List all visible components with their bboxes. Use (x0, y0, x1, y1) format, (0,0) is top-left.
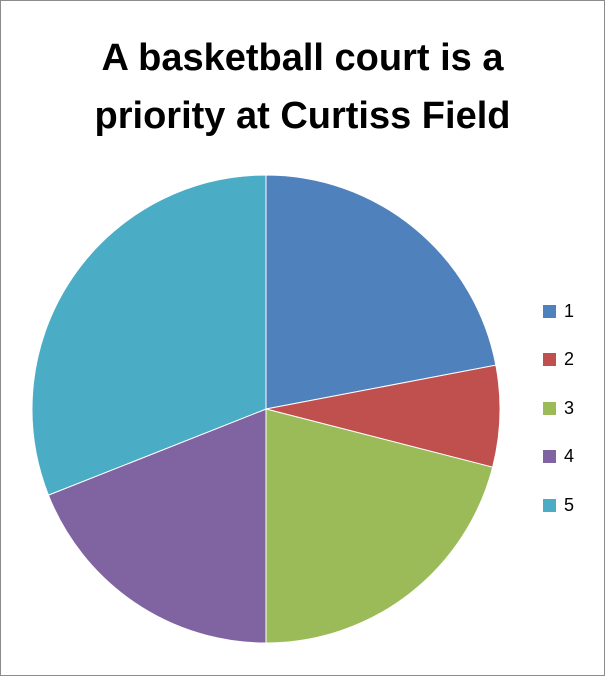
pie-slice-5 (31, 174, 267, 496)
legend-item-5: 5 (543, 493, 574, 517)
legend-swatch-5 (543, 498, 556, 512)
chart-legend: 1 2 3 4 5 (543, 299, 574, 542)
legend-label-3: 3 (564, 397, 575, 418)
pie-slice-2 (265, 364, 501, 468)
legend-label-5: 5 (564, 494, 575, 515)
pie-slice-3 (265, 408, 494, 644)
legend-item-2: 2 (543, 348, 574, 372)
chart-title-line-2: priority at Curtiss Field (94, 95, 511, 137)
legend-swatch-3 (543, 401, 556, 415)
legend-swatch-4 (543, 450, 556, 463)
pie-slice-4 (47, 408, 267, 644)
legend-swatch-1 (543, 304, 556, 318)
chart-title-line-1: A basketball court is a (101, 37, 504, 79)
legend-item-4: 4 (543, 445, 574, 469)
legend-label-4: 4 (564, 446, 575, 466)
legend-label-2: 2 (564, 349, 575, 369)
legend-item-1: 1 (543, 299, 574, 323)
chart-title: A basketball court is a priority at Curt… (1, 29, 604, 145)
legend-swatch-2 (543, 353, 556, 366)
legend-item-3: 3 (543, 396, 574, 420)
pie-slice-1 (265, 174, 497, 410)
legend-label-1: 1 (564, 300, 575, 321)
